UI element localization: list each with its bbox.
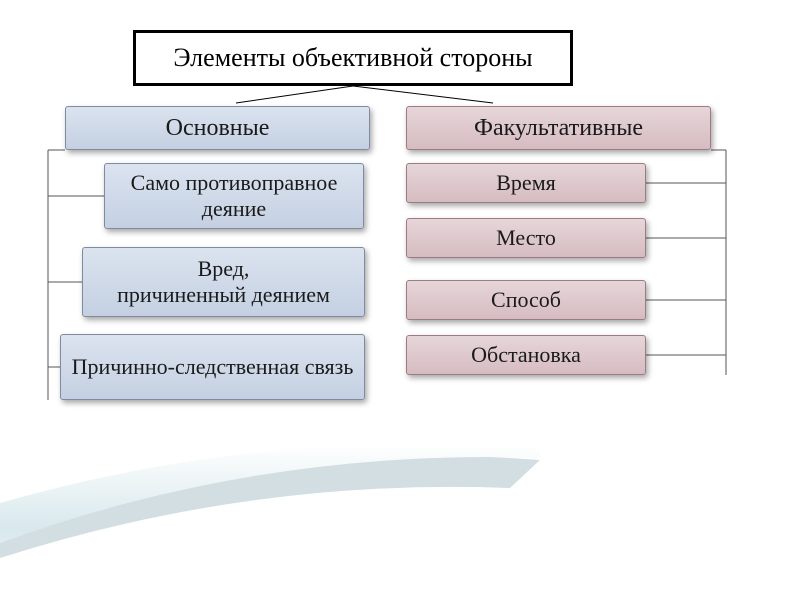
left-item-0: Само противоправное деяние [104, 163, 364, 229]
left-item-2: Причинно-следственная связь [60, 334, 365, 400]
left-header: Основные [65, 106, 370, 150]
left-item-1: Вред, причиненный деянием [82, 247, 365, 317]
right-item-3: Обстановка [406, 335, 646, 375]
right-item-2: Способ [406, 280, 646, 320]
right-item-1: Место [406, 218, 646, 258]
decorative-swoosh [0, 448, 540, 600]
diagram-title: Элементы объективной стороны [133, 30, 573, 86]
right-item-0: Время [406, 163, 646, 203]
right-header: Факультативные [406, 106, 711, 150]
